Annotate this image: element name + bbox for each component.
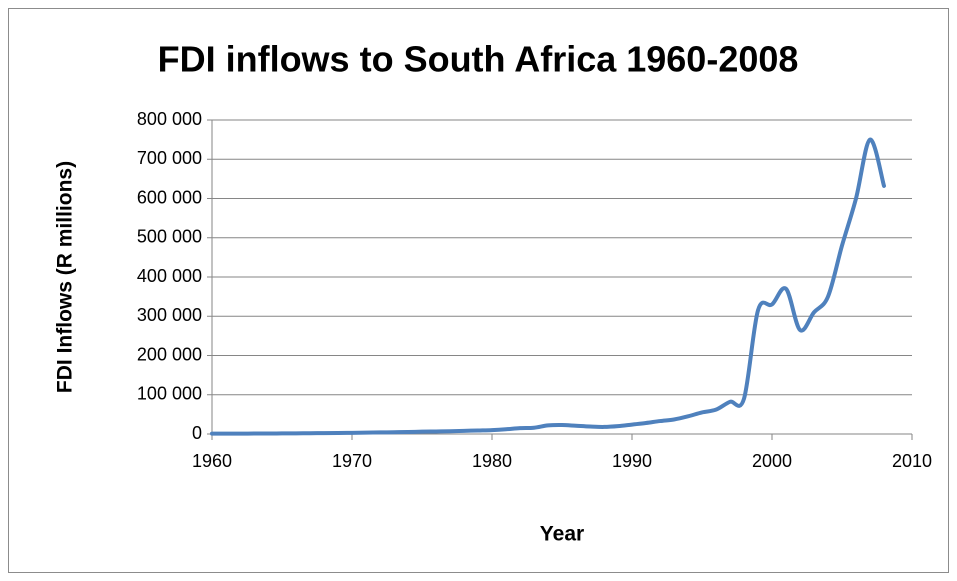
y-tick-label: 800 000 [137, 109, 202, 129]
y-tick-label: 200 000 [137, 344, 202, 364]
chart-title: FDI inflows to South Africa 1960-2008 [158, 39, 799, 80]
x-axis-title: Year [540, 523, 584, 546]
x-tick-label: 1970 [332, 451, 372, 471]
y-tick-label: 600 000 [137, 187, 202, 207]
y-tick-label: 700 000 [137, 148, 202, 168]
y-tick-label: 0 [192, 423, 202, 443]
x-tick-label: 2000 [752, 451, 792, 471]
data-line [210, 137, 886, 436]
x-tick-label: 1990 [612, 451, 652, 471]
y-tick-label: 400 000 [137, 266, 202, 286]
y-tick-label: 100 000 [137, 384, 202, 404]
y-tick-label: 500 000 [137, 227, 202, 247]
y-tick-label: 300 000 [137, 305, 202, 325]
x-tick-label: 2010 [892, 451, 932, 471]
x-tick-label: 1960 [192, 451, 232, 471]
x-tick-label: 1980 [472, 451, 512, 471]
chart-frame [8, 8, 949, 573]
y-axis-title: FDI Inflows (R millions) [54, 161, 77, 393]
